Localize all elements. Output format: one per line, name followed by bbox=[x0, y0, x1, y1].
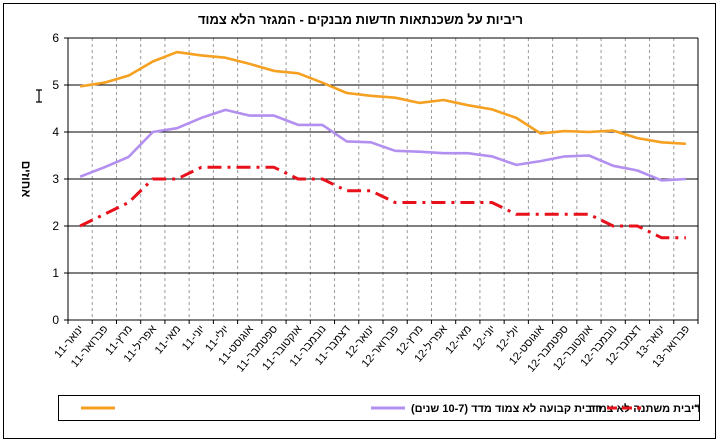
legend-label-3: ריבית ב"י bbox=[691, 403, 699, 415]
series-line-3 bbox=[79, 165, 686, 240]
y-tick-label: 3 bbox=[52, 172, 59, 186]
legend-label-2: סך ריבית משתנה לא צמוד bbox=[589, 402, 699, 415]
chart-legend: ריבית קבועה לא צמוד מדד (10-7 שנים)סך רי… bbox=[58, 395, 721, 421]
legend-label-1: ריבית קבועה לא צמוד מדד (10-7 שנים) bbox=[411, 402, 602, 415]
x-tick-label: יוני-12 bbox=[471, 323, 499, 353]
y-tick-label: 1 bbox=[52, 266, 59, 280]
text-cursor-icon bbox=[36, 89, 42, 103]
x-tick-label: מאי-11 bbox=[153, 323, 184, 356]
legend-svg: ריבית קבועה לא צמוד מדד (10-7 שנים)סך רי… bbox=[81, 402, 721, 415]
x-tick-label: יוני-11 bbox=[180, 323, 208, 353]
series-line-1 bbox=[79, 50, 686, 146]
x-tick-label: מאי-12 bbox=[444, 323, 475, 356]
y-tick-label: 2 bbox=[52, 219, 59, 233]
chart-title: ריביות על משכנתאות חדשות מבנקים - המגזר … bbox=[197, 12, 523, 27]
series-line-2 bbox=[79, 108, 686, 182]
y-tick-label: 5 bbox=[52, 78, 59, 92]
y-tick-label: 0 bbox=[52, 313, 59, 327]
y-tick-label: 4 bbox=[52, 125, 59, 139]
y-tick-label: 6 bbox=[52, 31, 59, 45]
y-axis-label: אחוזים bbox=[19, 161, 33, 198]
